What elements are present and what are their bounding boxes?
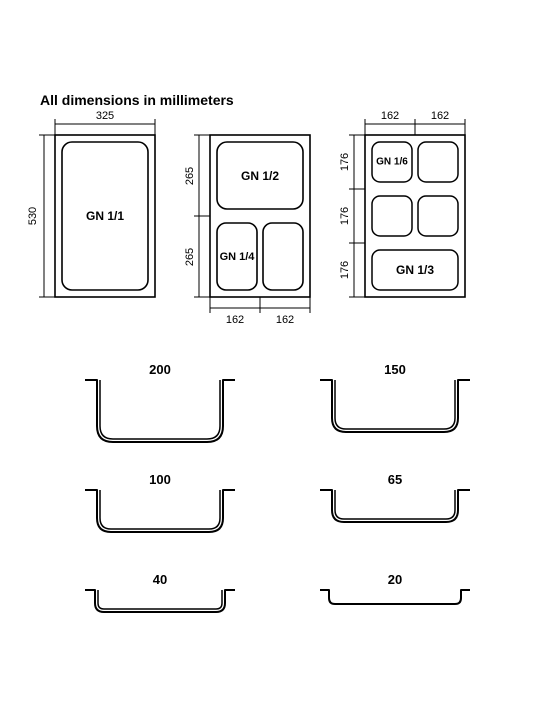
pan-profile [0, 0, 540, 720]
